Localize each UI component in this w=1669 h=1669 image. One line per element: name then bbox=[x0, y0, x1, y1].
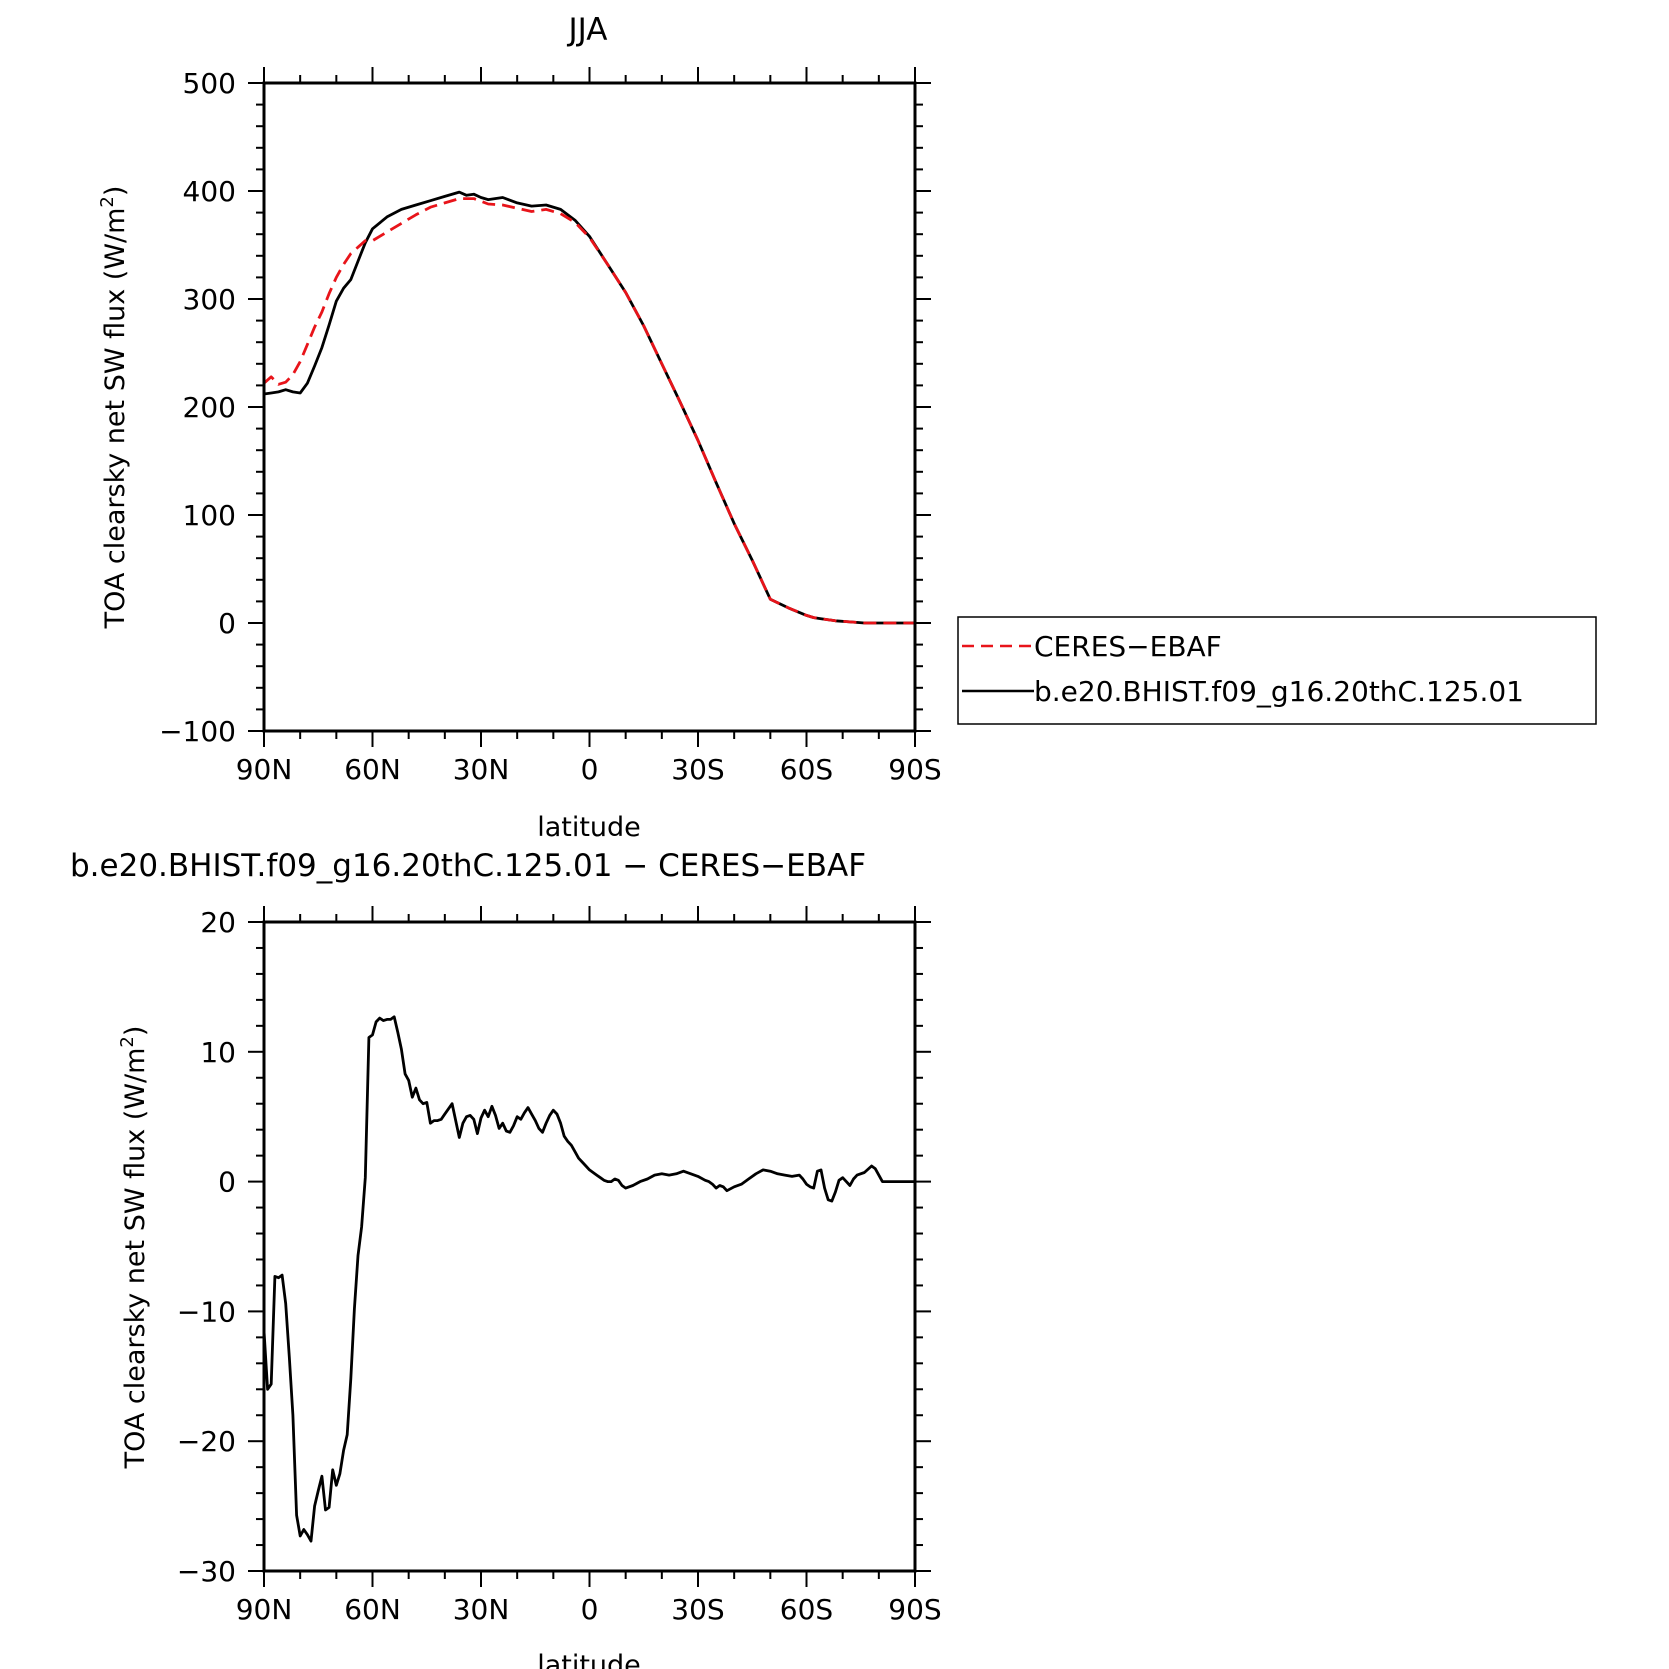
legend: CERES−EBAF b.e20.BHIST.f09_g16.20thC.125… bbox=[957, 616, 1597, 725]
bottom-y-tick-label: −20 bbox=[177, 1425, 236, 1458]
top-ticks bbox=[248, 67, 931, 747]
bottom-series bbox=[262, 1015, 915, 1543]
top-x-tick-label: 30S bbox=[671, 753, 724, 786]
bottom-y-axis-label-close: ) bbox=[120, 1026, 151, 1037]
top-y-axis-label-main: TOA clearsky net SW flux (W/m bbox=[100, 208, 131, 630]
top-series bbox=[263, 190, 915, 625]
top-x-tick-label: 60S bbox=[780, 753, 833, 786]
bottom-y-axis-label: TOA clearsky net SW flux (W/m2) bbox=[117, 1026, 151, 1470]
top-y-tick-label: 0 bbox=[218, 607, 236, 640]
top-y-tick-label: 300 bbox=[183, 283, 236, 316]
top-y-tick-label: 500 bbox=[183, 67, 236, 100]
bottom-panel: b.e20.BHIST.f09_g16.20thC.125.01 − CERES… bbox=[70, 848, 942, 1669]
bottom-x-axis-label: latitude bbox=[537, 1650, 641, 1669]
bottom-x-tick-label: 90S bbox=[888, 1593, 941, 1626]
bottom-y-axis-label-sup: 2 bbox=[117, 1036, 138, 1047]
bottom-x-tick-label: 30N bbox=[453, 1593, 510, 1626]
bottom-x-tick-label: 60S bbox=[780, 1593, 833, 1626]
top-y-axis-label: TOA clearsky net SW flux (W/m2) bbox=[97, 186, 131, 630]
bottom-x-tick-label: 90N bbox=[236, 1593, 293, 1626]
top-x-axis-label: latitude bbox=[537, 812, 641, 843]
top-x-tick-label: 30N bbox=[453, 753, 510, 786]
legend-box bbox=[957, 616, 1597, 725]
top-x-tick-label: 90N bbox=[236, 753, 293, 786]
bottom-x-tick-label: 60N bbox=[344, 1593, 401, 1626]
bottom-y-tick-label: −10 bbox=[177, 1295, 236, 1328]
bottom-plot-frame bbox=[262, 920, 917, 1573]
top-y-axis-label-sup: 2 bbox=[97, 196, 118, 207]
bottom-chart-title: b.e20.BHIST.f09_g16.20thC.125.01 − CERES… bbox=[70, 848, 866, 884]
top-chart-title: JJA bbox=[567, 12, 608, 48]
bottom-tick-labels: 90N 60N 30N 0 30S 60S 90S −30 −20 −10 0 10 20 bbox=[177, 906, 942, 1626]
top-y-axis-label-close: ) bbox=[100, 186, 131, 197]
top-x-tick-label: 90S bbox=[888, 753, 941, 786]
bottom-series-line-model bbox=[262, 1015, 915, 1543]
top-panel: JJA 90N 60N 30N 0 30S 60S 90S −100 0 100 200 300 400… bbox=[97, 12, 1597, 843]
top-x-tick-label: 0 bbox=[581, 753, 599, 786]
legend-label-model: b.e20.BHIST.f09_g16.20thC.125.01 bbox=[1034, 675, 1524, 708]
bottom-y-tick-label: 10 bbox=[200, 1036, 236, 1069]
top-series-line-model bbox=[263, 190, 915, 625]
top-y-tick-label: 200 bbox=[183, 391, 236, 424]
legend-label-ceres: CERES−EBAF bbox=[1034, 630, 1222, 663]
bottom-x-tick-label: 30S bbox=[671, 1593, 724, 1626]
bottom-y-axis-label-main: TOA clearsky net SW flux (W/m bbox=[120, 1048, 151, 1470]
top-x-tick-label: 60N bbox=[344, 753, 401, 786]
top-tick-labels: 90N 60N 30N 0 30S 60S 90S −100 0 100 200 300 400 500 bbox=[159, 67, 942, 786]
top-y-tick-label: 100 bbox=[183, 499, 236, 532]
top-y-tick-label: −100 bbox=[159, 715, 236, 748]
bottom-y-tick-label: 20 bbox=[200, 906, 236, 939]
bottom-y-tick-label: 0 bbox=[218, 1166, 236, 1199]
bottom-x-tick-label: 0 bbox=[581, 1593, 599, 1626]
top-y-tick-label: 400 bbox=[183, 175, 236, 208]
bottom-ticks bbox=[248, 906, 931, 1587]
top-plot-frame bbox=[262, 81, 917, 733]
top-series-line-ceres bbox=[263, 197, 915, 625]
bottom-y-tick-label: −30 bbox=[177, 1555, 236, 1588]
